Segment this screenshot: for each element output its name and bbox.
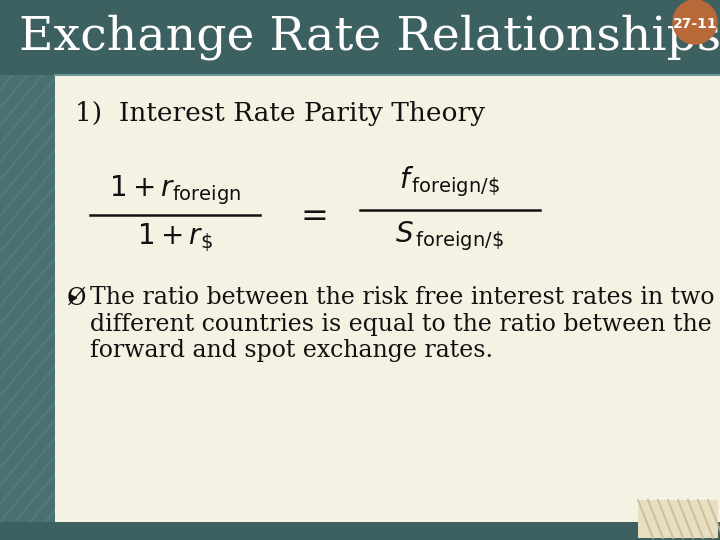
Text: forward and spot exchange rates.: forward and spot exchange rates. [90,339,493,361]
Text: $1 + r_{\$}$: $1 + r_{\$}$ [137,221,213,254]
Text: 1)  Interest Rate Parity Theory: 1) Interest Rate Parity Theory [75,100,485,125]
Text: Ø: Ø [67,287,86,309]
Bar [0,0,55,540]
Bar [0,522,720,540]
Text: Exchange Rate Relationships: Exchange Rate Relationships [19,15,720,60]
Text: $S_{\,\mathrm{foreign}/\$}$: $S_{\,\mathrm{foreign}/\$}$ [395,219,505,253]
Text: $=$: $=$ [294,198,326,231]
Text: $1 + r_{\mathrm{foreign}}$: $1 + r_{\mathrm{foreign}}$ [109,173,241,207]
Text: The ratio between the risk free interest rates in two: The ratio between the risk free interest… [90,287,714,309]
Bar [55,75,720,522]
Text: 27-11: 27-11 [672,17,717,31]
Bar [0,0,720,75]
Circle shape [673,0,717,44]
Text: $f_{\,\mathrm{foreign}/\$}$: $f_{\,\mathrm{foreign}/\$}$ [400,165,500,199]
Text: different countries is equal to the ratio between the: different countries is equal to the rati… [90,313,712,335]
Bar [638,500,718,538]
